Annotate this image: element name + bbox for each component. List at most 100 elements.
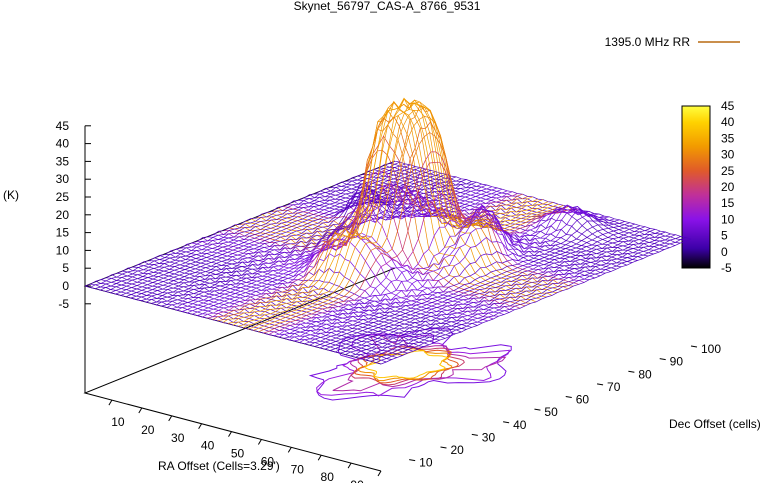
colorbar-tick-label: 20 [721, 180, 735, 194]
z-tick-label: -5 [58, 297, 69, 311]
mesh-column [350, 230, 661, 357]
mesh-column [334, 226, 646, 353]
mesh-column [360, 233, 671, 359]
y-tick-label: 70 [607, 380, 621, 394]
mesh-column [365, 234, 676, 361]
y-tick-mark [440, 446, 447, 449]
x-tick-mark [287, 447, 292, 453]
mesh-column [151, 178, 462, 304]
mesh-row [95, 280, 392, 360]
mesh-column [345, 228, 656, 356]
x-tick-label: 40 [201, 439, 215, 453]
z-tick-label: 10 [56, 243, 70, 257]
y-tick-mark [471, 433, 478, 436]
z-tick-label: 35 [56, 154, 70, 168]
mesh-row [277, 121, 574, 287]
y-axis-label: Dec Offset (cells) [669, 417, 761, 431]
x-tick-mark [138, 407, 143, 414]
mesh-column [309, 219, 620, 346]
colorbar-tick-label: 30 [721, 148, 735, 162]
mesh-column [258, 132, 569, 333]
mesh-column [141, 175, 452, 301]
mesh-column [95, 163, 406, 289]
mesh-column [100, 164, 411, 291]
mesh-column [314, 221, 625, 347]
mesh-column [355, 231, 666, 358]
mesh-row [143, 261, 440, 341]
y-tick-label: 30 [482, 430, 496, 444]
x-tick-label: 30 [171, 431, 185, 445]
mesh-column [329, 225, 641, 351]
x-tick-label: 10 [111, 415, 125, 429]
mesh-column [324, 223, 636, 350]
z-tick-label: 15 [56, 226, 70, 240]
mesh-row [181, 247, 478, 326]
mesh-column [263, 161, 574, 334]
mesh-column [115, 168, 426, 295]
z-tick-label: 20 [56, 208, 70, 222]
x-tick-mark [257, 439, 262, 445]
mesh-column [222, 100, 533, 323]
mesh-column [248, 106, 559, 330]
chart-title: Skynet_56797_CAS-A_8766_9531 [294, 0, 481, 13]
mesh-column [294, 205, 605, 342]
mesh-column [319, 222, 630, 349]
colorbar-tick-label: 0 [721, 245, 728, 259]
mesh-column [156, 179, 467, 306]
mesh-column [84, 160, 396, 287]
x-tick-mark [377, 470, 382, 477]
y-tick-label: 90 [670, 355, 684, 369]
x-tick-label: 60 [261, 454, 275, 468]
x-tick-mark [228, 431, 232, 437]
x-tick-mark [108, 399, 113, 406]
contour-line [308, 327, 512, 401]
z-tick-label: 25 [56, 190, 70, 204]
mesh-column [370, 236, 681, 362]
y-tick-mark [409, 459, 416, 462]
mesh-column [375, 237, 687, 364]
mesh-column [125, 171, 436, 298]
x-tick-mark [347, 462, 352, 469]
mesh-row [111, 274, 408, 354]
y-tick-mark [565, 396, 572, 398]
mesh-column [232, 97, 544, 326]
mesh-column [304, 214, 615, 345]
mesh-column [278, 204, 589, 338]
mesh-column [238, 99, 549, 327]
z-tick-label: 5 [62, 261, 69, 275]
x-tick-mark [198, 423, 203, 429]
mesh-column [243, 102, 554, 329]
x-tick-label: 20 [141, 423, 155, 437]
surface-mesh [84, 97, 692, 365]
y-tick-mark [628, 370, 635, 373]
colorbar-tick-label: 35 [721, 131, 735, 145]
mesh-column [120, 170, 431, 296]
x-tick-label: 50 [231, 447, 245, 461]
mesh-column [212, 135, 523, 321]
colorbar-tick-label: 15 [721, 196, 735, 210]
y-tick-label: 100 [701, 342, 721, 356]
colorbar [681, 105, 711, 269]
y-tick-label: 10 [419, 456, 433, 470]
colorbar-tick-label: 5 [721, 229, 728, 243]
legend: 1395.0 MHz RR [605, 35, 740, 49]
y-tick-label: 50 [544, 405, 558, 419]
z-tick-label: 0 [62, 279, 69, 293]
y-tick-label: 40 [513, 418, 527, 432]
colorbar-tick-label: 10 [721, 212, 735, 226]
colorbar-tick-label: 45 [721, 99, 735, 113]
mesh-column [299, 209, 610, 344]
y-tick-mark [596, 383, 604, 386]
z-axis-label: Intensity (K) [0, 188, 19, 202]
legend-label: 1395.0 MHz RR [605, 35, 691, 49]
y-tick-label: 20 [450, 443, 464, 457]
mesh-column [227, 98, 539, 324]
y-tick-label: 60 [576, 393, 590, 407]
z-tick-label: 30 [56, 172, 70, 186]
y-axis-ticks: 10 20 30 40 50 60 70 80 90 100 [409, 342, 721, 470]
y-tick-mark [690, 345, 698, 348]
mesh-column [166, 181, 477, 309]
z-tick-label: 40 [56, 137, 70, 151]
